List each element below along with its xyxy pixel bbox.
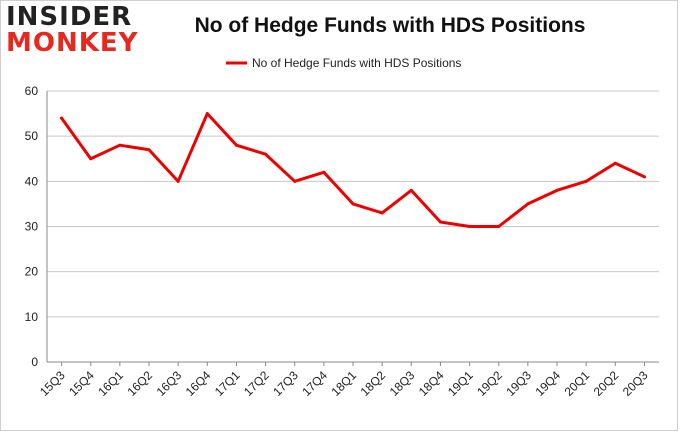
data-point — [468, 225, 472, 228]
data-point — [351, 202, 355, 206]
data-point — [205, 112, 209, 116]
data-point — [293, 179, 297, 183]
x-tick-label: 19Q1 — [445, 368, 476, 399]
y-tick-label: 50 — [25, 129, 39, 143]
logo-line-1: INSIDER — [6, 2, 133, 32]
data-point — [555, 188, 559, 192]
x-tick-label: 19Q2 — [474, 368, 505, 399]
data-point — [147, 148, 151, 152]
data-point — [234, 143, 238, 147]
series-line — [60, 112, 646, 228]
data-point — [438, 220, 442, 224]
chart-title: No of Hedge Funds with HDS Positions — [194, 14, 586, 37]
data-point — [60, 116, 64, 120]
data-point — [264, 152, 268, 156]
x-tick-label: 15Q4 — [66, 368, 97, 399]
data-point — [613, 161, 617, 165]
data-point — [89, 157, 93, 161]
x-tick-label: 19Q4 — [532, 368, 563, 399]
y-tick-label: 10 — [25, 310, 39, 324]
x-tick-label: 15Q3 — [37, 368, 68, 399]
x-tick-label: 16Q4 — [183, 368, 214, 399]
legend-label: No of Hedge Funds with HDS Positions — [252, 56, 461, 70]
insider-monkey-logo: INSIDER MONKEY — [6, 2, 137, 56]
x-tick-label: 16Q3 — [154, 368, 185, 399]
y-tick-label: 30 — [25, 220, 39, 234]
data-point — [176, 179, 180, 183]
data-point — [584, 179, 588, 183]
data-point — [409, 188, 413, 192]
x-tick-label: 20Q2 — [591, 368, 622, 399]
y-tick-label: 60 — [25, 84, 39, 98]
x-tick-label: 18Q3 — [387, 368, 418, 399]
y-tick-label: 0 — [31, 355, 38, 369]
x-tick-label: 19Q3 — [503, 368, 534, 399]
x-tick-label: 17Q2 — [241, 368, 272, 399]
x-tick-label: 18Q4 — [416, 368, 447, 399]
x-tick-label: 20Q1 — [562, 368, 593, 399]
data-point — [322, 170, 326, 174]
x-tick-label: 17Q4 — [299, 368, 330, 399]
x-tick-label: 16Q2 — [124, 368, 155, 399]
data-point — [642, 175, 646, 179]
x-tick-label: 20Q3 — [620, 368, 651, 399]
data-point — [118, 143, 122, 147]
data-point — [497, 225, 501, 228]
x-tick-label: 18Q2 — [358, 368, 389, 399]
y-tick-label: 40 — [25, 174, 39, 188]
logo-line-2: MONKEY — [6, 28, 139, 58]
data-point — [526, 202, 530, 206]
y-tick-label: 20 — [25, 265, 39, 279]
x-tick-label: 16Q1 — [95, 368, 126, 399]
data-point — [380, 211, 384, 215]
x-tick-label: 17Q3 — [270, 368, 301, 399]
x-tick-label: 17Q1 — [212, 368, 243, 399]
x-tick-label: 18Q1 — [328, 368, 359, 399]
